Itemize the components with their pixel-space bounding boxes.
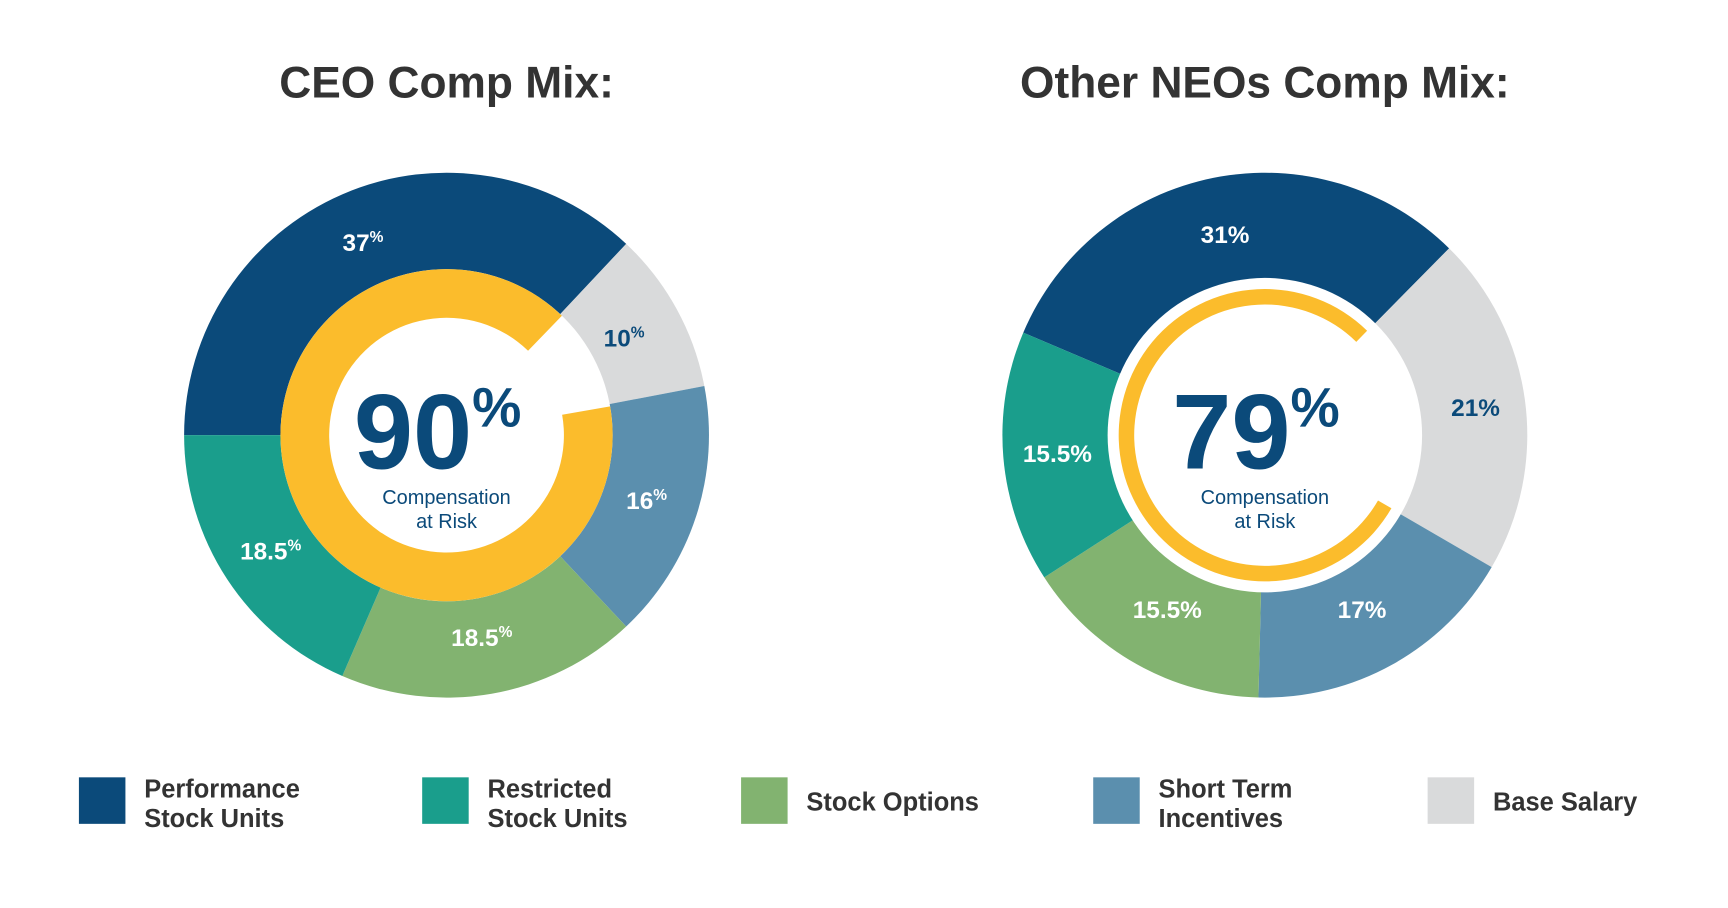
legend-item: Base Salary xyxy=(1427,777,1638,824)
slice-label: 15.5% xyxy=(1133,597,1202,624)
legend-swatch xyxy=(1093,777,1140,824)
legend-label: Base Salary xyxy=(1493,789,1638,817)
chart-title: Other NEOs Comp Mix: xyxy=(1020,58,1510,107)
legend-label: Restricted xyxy=(488,775,612,803)
donut-chart-ceo: CEO Comp Mix: 37% 10% 16% 18.5% 18.5% 90%Compe… xyxy=(184,58,709,698)
chart-title: CEO Comp Mix: xyxy=(279,58,614,107)
slice-label: 37% xyxy=(343,229,384,257)
slice-label: 10% xyxy=(604,325,645,353)
slice-label: 17% xyxy=(1338,597,1387,624)
legend-label: Stock Units xyxy=(488,805,628,833)
legend-swatch xyxy=(422,777,469,824)
center-label: Compensation xyxy=(382,487,510,509)
slice-label: 15.5% xyxy=(1023,441,1092,468)
center-label: Compensation xyxy=(1201,487,1329,509)
legend-swatch xyxy=(1427,777,1475,824)
center-backdrop xyxy=(1107,277,1423,593)
slice-label: 18.5% xyxy=(240,538,301,566)
slice-label: 18.5% xyxy=(451,624,512,652)
at-risk-ring xyxy=(280,269,613,602)
donut-chart-other-neos: Other NEOs Comp Mix: 31% 21% 17% 15.5% 15.5% 7… xyxy=(1002,58,1528,698)
legend-label: Short Term xyxy=(1159,775,1293,803)
legend-swatch xyxy=(78,777,126,824)
legend-label: Stock Options xyxy=(806,789,979,817)
legend-label: Performance xyxy=(144,775,300,803)
legend-label: Incentives xyxy=(1159,805,1284,833)
legend-label: Stock Units xyxy=(144,805,284,833)
center-label: at Risk xyxy=(1234,511,1295,533)
center-value: 90% xyxy=(354,372,521,491)
legend-swatch xyxy=(741,777,788,824)
center-value: 79% xyxy=(1172,372,1339,491)
slice-label: 21% xyxy=(1451,395,1500,422)
slice-label: 31% xyxy=(1201,222,1250,249)
slice-label: 16% xyxy=(626,487,667,515)
legend-item: Stock Options xyxy=(741,777,979,824)
center-label: at Risk xyxy=(416,511,477,533)
